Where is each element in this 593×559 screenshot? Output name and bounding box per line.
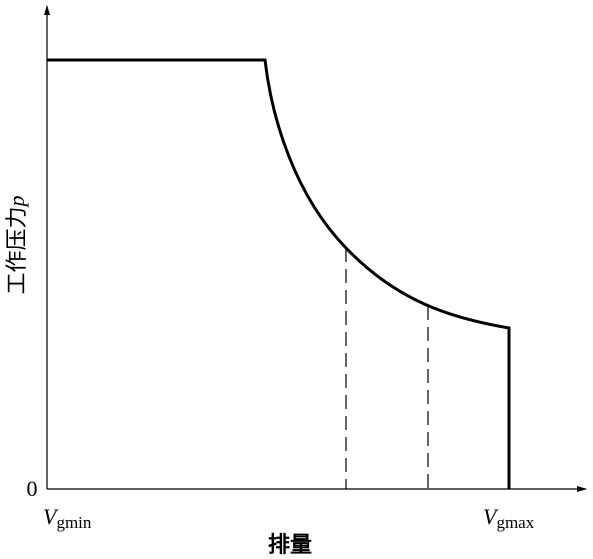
y-axis-label: 工作压力p — [4, 195, 29, 294]
origin-label: 0 — [27, 476, 38, 501]
vgmax-label: Vgmax — [483, 504, 535, 532]
vgmin-label: Vgmin — [43, 504, 92, 532]
pressure-curve — [47, 58, 511, 489]
x-axis-label: 排量 — [268, 532, 312, 557]
